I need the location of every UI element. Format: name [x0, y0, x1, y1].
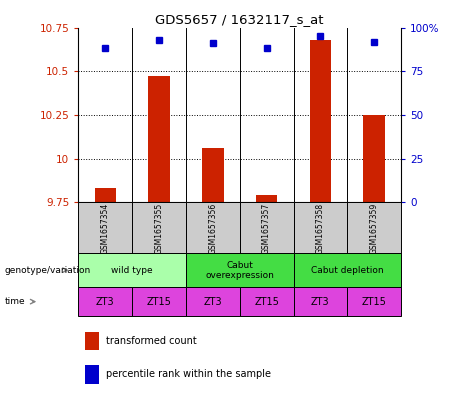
- Bar: [240, 202, 294, 253]
- Text: ZT3: ZT3: [203, 297, 222, 307]
- Text: Cabut
overexpression: Cabut overexpression: [205, 261, 274, 279]
- Text: ZT15: ZT15: [362, 297, 387, 307]
- Text: ZT15: ZT15: [147, 297, 171, 307]
- Bar: [85, 365, 100, 384]
- Text: genotype/variation: genotype/variation: [5, 266, 91, 275]
- Bar: [78, 253, 186, 287]
- Text: GSM1657359: GSM1657359: [370, 202, 378, 253]
- Bar: [363, 115, 385, 202]
- Bar: [148, 77, 170, 202]
- Text: ZT15: ZT15: [254, 297, 279, 307]
- Bar: [78, 287, 132, 316]
- Text: ZT3: ZT3: [311, 297, 330, 307]
- Bar: [186, 253, 294, 287]
- Bar: [294, 202, 347, 253]
- Bar: [310, 40, 331, 202]
- Bar: [78, 202, 132, 253]
- Text: transformed count: transformed count: [106, 336, 196, 346]
- Text: GSM1657357: GSM1657357: [262, 202, 271, 253]
- Bar: [186, 287, 240, 316]
- Text: GSM1657354: GSM1657354: [101, 202, 110, 253]
- Text: GSM1657358: GSM1657358: [316, 202, 325, 253]
- Text: GSM1657355: GSM1657355: [154, 202, 164, 253]
- Bar: [256, 195, 278, 202]
- Text: time: time: [5, 297, 25, 306]
- Bar: [132, 287, 186, 316]
- Bar: [202, 148, 224, 202]
- Bar: [85, 332, 100, 350]
- Title: GDS5657 / 1632117_s_at: GDS5657 / 1632117_s_at: [155, 13, 324, 26]
- Bar: [294, 253, 401, 287]
- Bar: [347, 202, 401, 253]
- Text: percentile rank within the sample: percentile rank within the sample: [106, 369, 271, 379]
- Text: wild type: wild type: [112, 266, 153, 275]
- Bar: [240, 287, 294, 316]
- Text: ZT3: ZT3: [96, 297, 115, 307]
- Bar: [294, 287, 347, 316]
- Bar: [132, 202, 186, 253]
- Text: GSM1657356: GSM1657356: [208, 202, 217, 253]
- Bar: [186, 202, 240, 253]
- Bar: [95, 188, 116, 202]
- Bar: [347, 287, 401, 316]
- Text: Cabut depletion: Cabut depletion: [311, 266, 384, 275]
